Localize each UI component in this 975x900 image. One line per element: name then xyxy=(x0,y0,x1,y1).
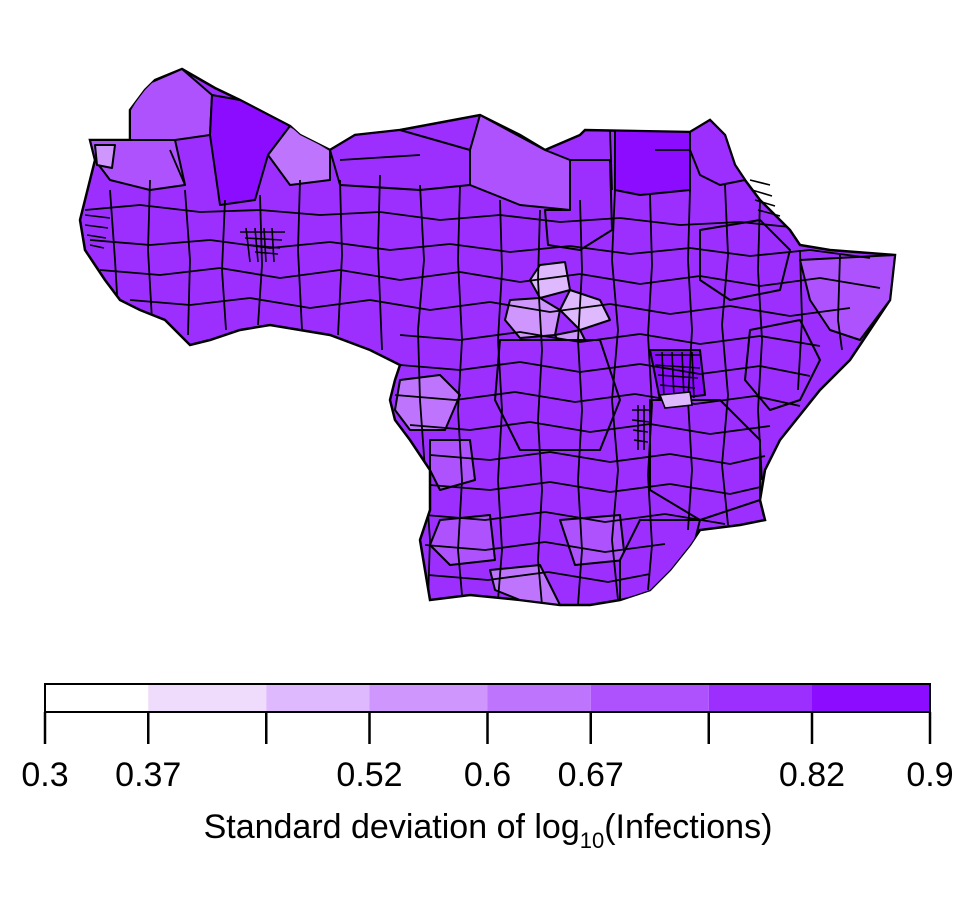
legend-swatch xyxy=(45,684,149,712)
region-senegal-small xyxy=(94,144,116,169)
legend-swatch xyxy=(369,684,488,712)
color-legend: 0.3 0.37 0.52 0.6 0.67 0.82 0.9 Standard devia… xyxy=(21,683,954,853)
legend-title-suffix: (Infections) xyxy=(604,808,772,846)
region-mali-north xyxy=(209,94,291,206)
legend-tick-label: 0.6 xyxy=(464,756,511,794)
map xyxy=(78,67,897,607)
legend-ticks xyxy=(43,712,932,744)
lake-victoria xyxy=(658,391,693,409)
legend-swatch xyxy=(148,684,267,712)
legend-swatch xyxy=(487,684,591,712)
legend-title-prefix: Standard deviation of log xyxy=(204,808,580,846)
legend-tick-label: 0.37 xyxy=(115,756,181,794)
legend-tick-label: 0.52 xyxy=(336,756,402,794)
region-angola-south xyxy=(489,564,561,605)
region-eritrea xyxy=(689,119,746,186)
legend-swatch xyxy=(590,684,709,712)
legend-color-bar xyxy=(44,683,931,713)
region-niger-north xyxy=(329,129,471,191)
legend-title: Standard deviation of log10(Infections) xyxy=(204,808,773,853)
legend-tick-label: 0.67 xyxy=(558,756,624,794)
admin-boundaries xyxy=(84,129,881,605)
legend-swatch xyxy=(708,684,812,712)
region-zambia-west xyxy=(429,514,496,566)
legend-swatch xyxy=(266,684,370,712)
region-somalia xyxy=(799,254,895,341)
legend-tick-label: 0.9 xyxy=(906,756,953,794)
region-car-east xyxy=(529,261,571,299)
legend-title-subscript: 10 xyxy=(580,828,604,853)
region-gabon xyxy=(394,374,461,431)
dense-district-clusters xyxy=(84,179,781,450)
region-congo-west xyxy=(429,439,476,491)
legend-swatch xyxy=(812,684,930,712)
legend-tick-labels: 0.3 0.37 0.52 0.6 0.67 0.82 0.9 xyxy=(21,756,953,794)
region-drc-center xyxy=(494,339,621,451)
legend-tick-label: 0.82 xyxy=(779,756,845,794)
region-car-southeast xyxy=(559,289,611,331)
legend-tick-label: 0.3 xyxy=(21,756,68,794)
